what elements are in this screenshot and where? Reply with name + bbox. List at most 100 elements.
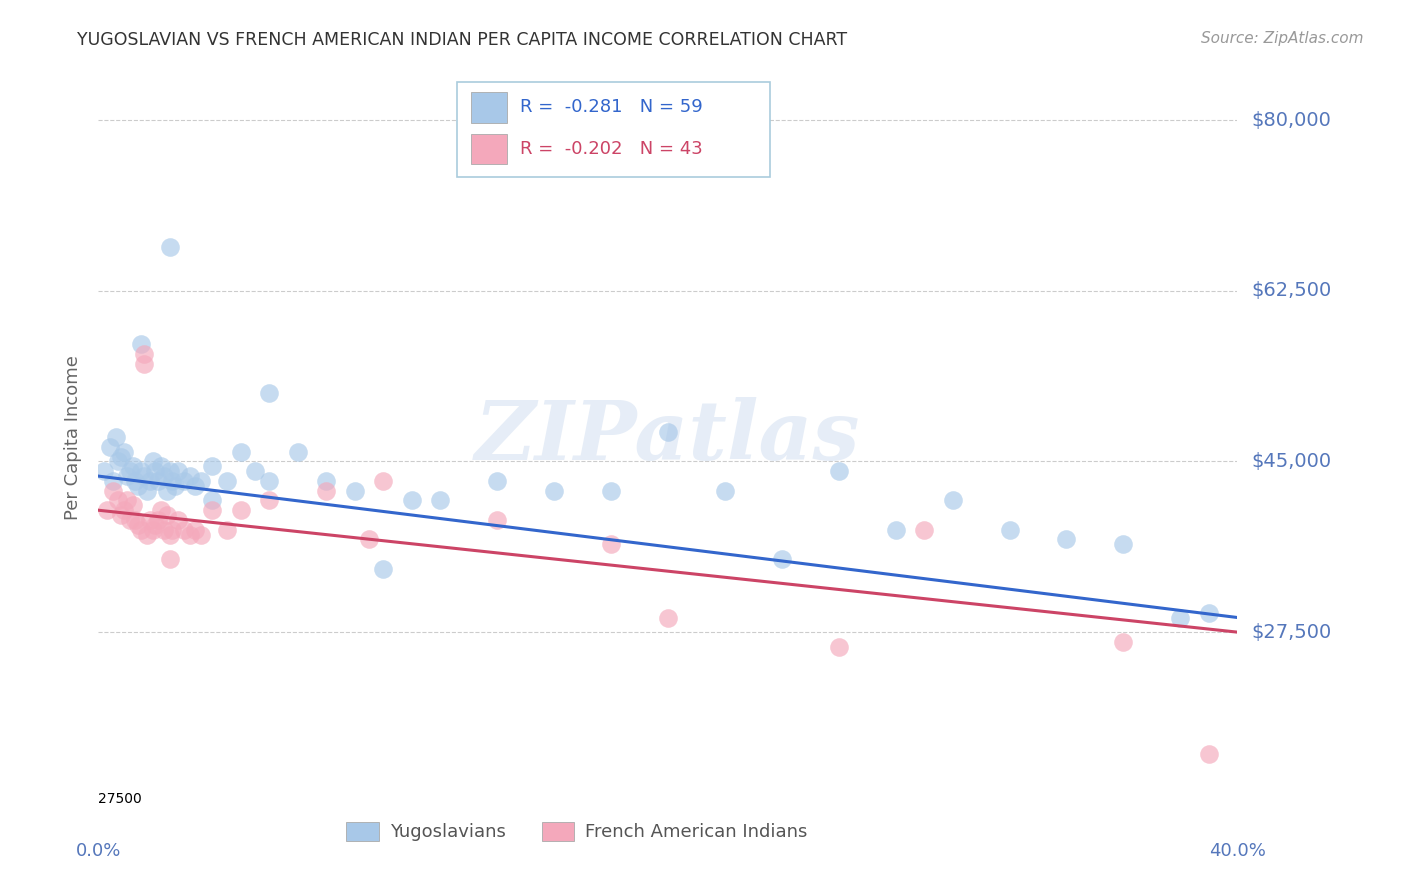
Point (112, 444, 135, 458)
Point (112, 503, 135, 517)
Point (148, 513, 170, 527)
Point (110, 450, 132, 464)
Point (401, 493, 423, 508)
Text: 40.0%: 40.0% (1209, 842, 1265, 860)
Point (184, 479, 207, 493)
Point (1198, 747, 1220, 761)
Point (127, 517, 149, 532)
Point (259, 493, 281, 508)
Point (124, 513, 146, 527)
Point (357, 533, 380, 547)
Point (132, 469, 155, 483)
Point (543, 483, 565, 498)
Point (998, 523, 1021, 537)
Point (132, 357, 155, 371)
Point (156, 508, 179, 522)
Point (201, 493, 224, 508)
Text: 0.0%: 0.0% (76, 842, 121, 860)
Point (315, 483, 337, 498)
Bar (471, 134, 508, 164)
Point (486, 474, 509, 488)
Point (201, 503, 224, 517)
Text: R =  -0.281   N = 59: R = -0.281 N = 59 (520, 98, 703, 116)
Point (124, 474, 146, 488)
Point (173, 474, 195, 488)
Point (132, 347, 155, 361)
Text: $80,000: $80,000 (1251, 111, 1331, 129)
Point (115, 493, 138, 508)
Text: ZIPatlas: ZIPatlas (475, 397, 860, 477)
Y-axis label: Per Capita Income: Per Capita Income (63, 355, 82, 519)
Point (229, 503, 252, 517)
Point (96, 503, 118, 517)
Point (167, 513, 190, 527)
Point (141, 523, 163, 537)
Point (148, 474, 170, 488)
Point (287, 444, 309, 458)
Point (162, 523, 184, 537)
Point (129, 337, 152, 351)
Point (259, 474, 281, 488)
Point (145, 464, 167, 478)
Point (153, 469, 176, 483)
Point (138, 474, 160, 488)
Text: Source: ZipAtlas.com: Source: ZipAtlas.com (1201, 31, 1364, 46)
Point (190, 474, 212, 488)
Point (165, 479, 187, 493)
Point (159, 527, 181, 541)
Point (714, 483, 737, 498)
Point (1170, 610, 1192, 624)
Point (1198, 606, 1220, 620)
Point (942, 493, 965, 508)
Point (107, 454, 129, 468)
Point (129, 464, 152, 478)
Point (429, 493, 451, 508)
Point (145, 517, 167, 532)
Point (912, 523, 935, 537)
Point (828, 640, 851, 654)
Point (115, 469, 138, 483)
Point (159, 552, 181, 566)
Point (373, 474, 395, 488)
Point (121, 499, 143, 513)
Point (159, 464, 181, 478)
Point (150, 503, 173, 517)
Point (121, 459, 143, 474)
Point (184, 523, 207, 537)
Point (118, 464, 141, 478)
Text: $45,000: $45,000 (1251, 452, 1331, 471)
Point (315, 474, 337, 488)
Point (118, 513, 141, 527)
Point (828, 464, 851, 478)
Point (1112, 635, 1135, 649)
Point (1056, 533, 1078, 547)
Bar (471, 92, 508, 122)
Point (173, 523, 195, 537)
Point (98, 440, 121, 454)
Point (101, 483, 124, 498)
Point (190, 527, 212, 541)
Point (127, 479, 149, 493)
Point (138, 513, 160, 527)
Point (135, 527, 157, 541)
Point (150, 459, 173, 474)
Point (110, 508, 132, 522)
Point (373, 562, 395, 576)
Text: R =  -0.202   N = 43: R = -0.202 N = 43 (520, 140, 703, 158)
Point (129, 523, 152, 537)
Legend: Yugoslavians, French American Indians: Yugoslavians, French American Indians (339, 814, 814, 848)
Point (657, 425, 679, 440)
Point (215, 523, 238, 537)
Point (229, 444, 252, 458)
Point (156, 483, 179, 498)
Point (153, 523, 176, 537)
Point (657, 610, 679, 624)
Point (343, 483, 366, 498)
Point (486, 513, 509, 527)
Text: $27,500: $27,500 (1251, 623, 1331, 641)
Point (243, 464, 266, 478)
Point (135, 483, 157, 498)
Point (167, 464, 190, 478)
Point (1112, 537, 1135, 551)
Point (159, 240, 181, 254)
